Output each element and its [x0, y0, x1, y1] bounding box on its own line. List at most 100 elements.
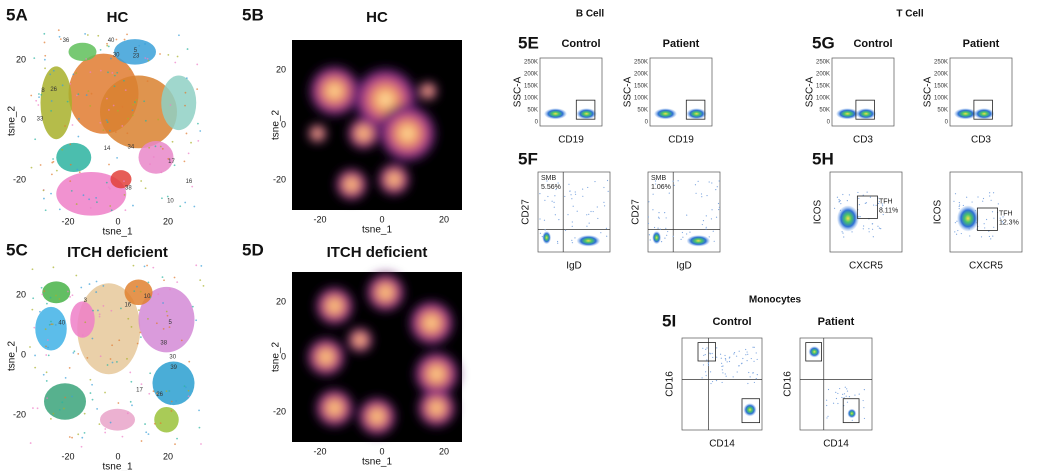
- event-dot: [992, 235, 994, 237]
- cell-dot: [50, 109, 53, 112]
- cell-dot: [147, 281, 150, 284]
- cluster-label: 40: [58, 321, 65, 327]
- y-tick-label: 20: [16, 54, 26, 64]
- cell-dot: [123, 194, 126, 196]
- cell-dot: [104, 391, 106, 394]
- cell-dot: [187, 152, 190, 155]
- event-dot: [875, 204, 877, 207]
- density-layer: [307, 63, 439, 202]
- event-dot: [695, 192, 697, 194]
- cell-dot: [116, 71, 119, 74]
- event-dot: [716, 186, 718, 188]
- event-dot: [842, 193, 844, 196]
- cell-dot: [128, 68, 131, 71]
- density-hotspot: [377, 102, 439, 165]
- event-dot: [705, 348, 707, 350]
- event-dot: [571, 225, 573, 228]
- event-density: [847, 408, 857, 419]
- event-dot: [719, 353, 722, 355]
- gate: [685, 99, 706, 120]
- event-dot: [749, 376, 751, 378]
- flow-panel: 5E Control 250K 200K 150K 100K 50K 0 CD19 SSC-A Pa…: [513, 33, 713, 146]
- density-hotspot: [356, 396, 398, 437]
- event-dot: [707, 362, 710, 364]
- event-dot: [681, 231, 684, 234]
- event-dot: [958, 208, 960, 210]
- event-dot: [837, 402, 839, 405]
- x-axis-label: tsne_1: [362, 225, 392, 236]
- cell-dot: [143, 265, 146, 268]
- event-dot: [702, 364, 705, 366]
- y-tick-label: 50K: [937, 108, 948, 114]
- event-dot: [862, 228, 864, 230]
- cell-dot: [30, 166, 33, 169]
- cluster-label: 26: [156, 392, 163, 398]
- cell-dot: [91, 398, 94, 401]
- cell-dot: [202, 284, 205, 287]
- cell-dot: [89, 378, 92, 381]
- event-dot: [706, 347, 708, 349]
- cell-dot: [72, 351, 75, 354]
- cell-dot: [107, 71, 109, 74]
- event-dot: [539, 232, 542, 234]
- event-dot: [603, 201, 605, 203]
- event-dot: [741, 362, 743, 364]
- cell-cluster: [138, 141, 174, 174]
- cell-dot: [138, 44, 141, 47]
- cell-dot: [144, 57, 147, 59]
- cell-dot: [167, 53, 170, 56]
- cell-cluster: [77, 283, 141, 375]
- event-dot: [554, 195, 556, 197]
- cell-dot: [120, 307, 122, 310]
- cluster-label: 33: [37, 117, 44, 123]
- cluster-label: 38: [160, 340, 167, 346]
- event-dot: [720, 357, 722, 359]
- y-tick-label: 50K: [637, 108, 648, 114]
- event-dot: [755, 352, 757, 354]
- cell-dot: [43, 197, 45, 200]
- cell-dot: [108, 129, 111, 132]
- cluster-label: 38: [125, 186, 132, 192]
- cell-dot: [121, 125, 124, 127]
- event-dot: [826, 417, 828, 419]
- y-tick-label: 0: [281, 119, 286, 129]
- event-dot: [567, 214, 569, 216]
- event-dot: [701, 377, 703, 379]
- event-dot: [825, 399, 828, 401]
- cell-dot: [116, 157, 118, 159]
- x-axis-label: tsne_1: [102, 462, 132, 471]
- cell-dot: [116, 109, 119, 112]
- cell-dot: [200, 265, 203, 267]
- cell-dot: [46, 302, 48, 305]
- cell-dot: [176, 281, 179, 284]
- event-density: [743, 403, 757, 417]
- cell-dot: [109, 205, 112, 207]
- x-axis-label: CD3: [971, 135, 991, 146]
- cluster-label: 40: [108, 38, 115, 44]
- event-dot: [686, 233, 688, 235]
- cell-dot: [149, 163, 151, 166]
- cell-cluster: [161, 75, 197, 131]
- cell-dot: [67, 290, 69, 293]
- event-dot: [711, 380, 714, 383]
- y-tick-label: 20: [276, 296, 286, 306]
- y-tick-label: 0: [21, 114, 26, 124]
- event-dot: [997, 203, 999, 205]
- cell-dot: [52, 266, 55, 269]
- event-dot: [842, 393, 844, 396]
- cell-dot: [51, 323, 54, 326]
- y-tick-label: -20: [273, 406, 286, 416]
- cell-dot: [186, 48, 189, 50]
- cell-dot: [146, 80, 149, 83]
- event-dot: [647, 216, 649, 218]
- x-axis-label: CD19: [668, 135, 694, 146]
- event-dot: [999, 217, 1001, 219]
- cell-dot: [167, 157, 170, 160]
- panel-label: 5E: [518, 33, 539, 52]
- event-dot: [605, 227, 608, 229]
- cell-dot: [127, 117, 129, 120]
- event-dot: [701, 223, 703, 226]
- cell-dot: [71, 395, 73, 398]
- cell-dot: [138, 309, 140, 312]
- cell-dot: [102, 129, 105, 132]
